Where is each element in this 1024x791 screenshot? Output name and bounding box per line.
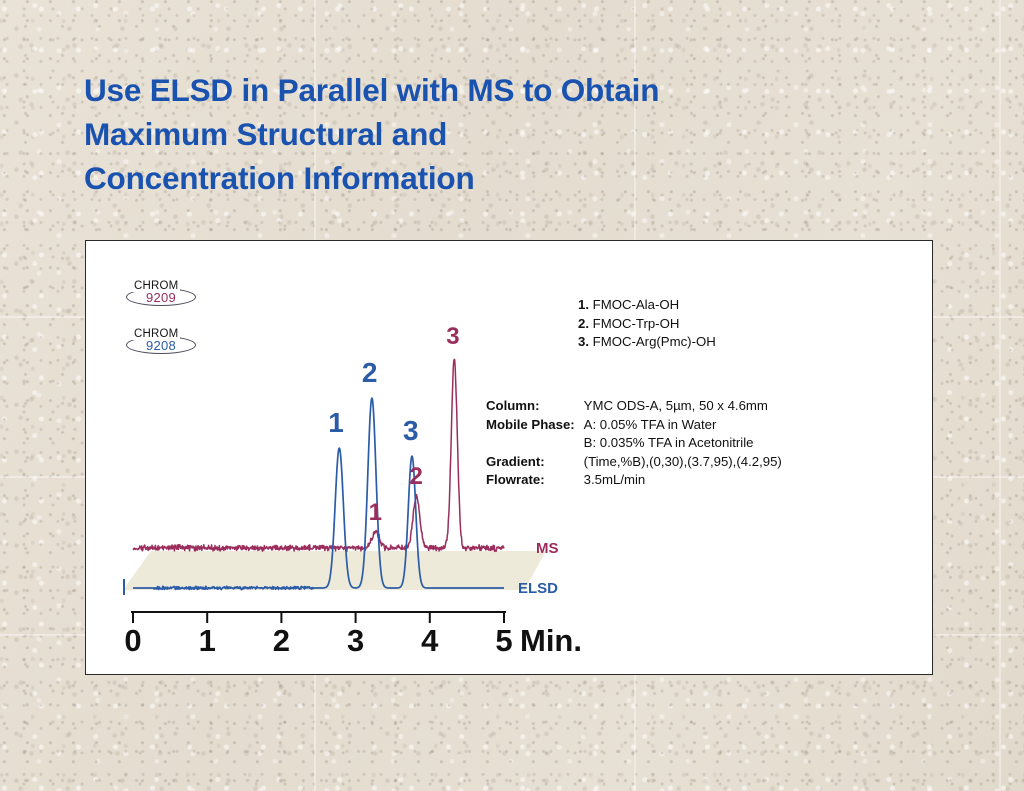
x-axis-tick-label: 0 — [124, 623, 141, 658]
compound-index: 3. — [578, 334, 589, 350]
list-item: 3. FMOC-Arg(Pmc)-OH — [578, 333, 716, 352]
ms-peak-label-2: 2 — [409, 463, 422, 490]
method-key: Gradient: — [486, 453, 545, 469]
ms-trace-label: MS — [536, 540, 559, 557]
compound-name: FMOC-Ala-OH — [592, 297, 680, 312]
page-title: Use ELSD in Parallel with MS to Obtain M… — [84, 68, 964, 200]
method-key: Mobile Phase: — [486, 416, 575, 432]
elsd-peak-label-1: 1 — [328, 407, 344, 438]
trace-labels: MS ELSD — [518, 540, 559, 597]
background-seam-vertical — [999, 0, 1001, 791]
x-axis-tick-label: 5 — [495, 623, 512, 658]
table-row: Flowrate: 3.5mL/min — [486, 471, 782, 490]
method-value: 3.5mL/min — [583, 472, 646, 488]
table-row: Mobile Phase: A: 0.05% TFA in Water — [486, 416, 782, 435]
method-key: Column: — [486, 398, 540, 413]
chrom-badge-9208: CHROM 9208 — [126, 328, 196, 354]
chromatogram-panel — [85, 240, 933, 675]
table-row: B: 0.035% TFA in Acetonitrile — [486, 434, 782, 453]
elsd-trace — [132, 397, 505, 591]
page-title-line-3: Concentration Information — [84, 160, 475, 196]
table-row: Gradient: (Time,%B),(0,30),(3.7,95),(4.2… — [486, 453, 782, 472]
table-row: Column: YMC ODS-A, 5µm, 50 x 4.6mm — [486, 397, 782, 416]
page-title-line-2: Maximum Structural and — [84, 116, 448, 152]
parallelogram-shade — [123, 551, 546, 590]
list-item: 1. FMOC-Ala-OH — [578, 296, 716, 315]
elsd-peak-label-2: 2 — [362, 357, 378, 388]
method-value: A: 0.05% TFA in Water — [583, 416, 717, 432]
list-item: 2. FMOC-Trp-OH — [578, 315, 716, 334]
badge-tag-label: CHROM — [132, 328, 181, 340]
compound-index: 1. — [578, 297, 589, 312]
method-parameters: Column: YMC ODS-A, 5µm, 50 x 4.6mm Mobil… — [486, 397, 782, 490]
compound-index: 2. — [578, 315, 589, 331]
method-value: YMC ODS-A, 5µm, 50 x 4.6mm — [583, 398, 768, 413]
ms-peak-label-3: 3 — [446, 323, 459, 350]
x-axis: 0 1 2 3 4 5 Min. — [124, 611, 582, 658]
ms-peak-label-1: 1 — [369, 499, 382, 526]
x-axis-tick-label: 2 — [273, 623, 290, 658]
badge-number: 9209 — [145, 290, 177, 305]
badge-tag-label: CHROM — [132, 280, 181, 292]
compound-name: FMOC-Trp-OH — [592, 315, 680, 331]
compound-name: FMOC-Arg(Pmc)-OH — [592, 334, 716, 350]
badge-number: 9208 — [145, 338, 177, 353]
page-title-line-1: Use ELSD in Parallel with MS to Obtain — [84, 72, 660, 108]
compound-legend: 1. FMOC-Ala-OH 2. FMOC-Trp-OH 3. FMOC-Ar… — [578, 296, 716, 352]
x-axis-tick-label: 4 — [421, 623, 439, 658]
x-axis-unit-label: Min. — [520, 623, 582, 658]
elsd-trace-label: ELSD — [518, 580, 558, 597]
x-axis-tick-label: 1 — [199, 623, 216, 658]
method-value: (Time,%B),(0,30),(3.7,95),(4.2,95) — [583, 453, 782, 469]
method-value: B: 0.035% TFA in Acetonitrile — [583, 435, 754, 451]
chrom-badge-9209: CHROM 9209 — [126, 280, 196, 306]
elsd-peak-label-3: 3 — [403, 415, 419, 446]
x-axis-tick-label: 3 — [347, 623, 364, 658]
method-key: Flowrate: — [486, 472, 545, 488]
ms-trace — [132, 358, 505, 553]
